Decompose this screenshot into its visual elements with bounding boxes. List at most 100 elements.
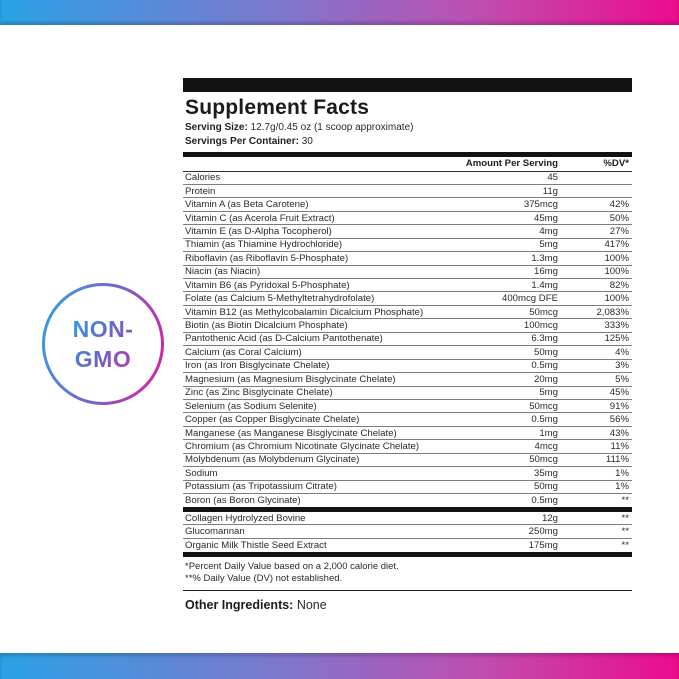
servings-value: 30	[301, 136, 313, 147]
nutrient-dv: 5%	[615, 373, 629, 385]
nutrient-dv: **	[621, 512, 629, 524]
table-row: Vitamin B12 (as Methylcobalamin Dicalciu…	[183, 306, 632, 320]
table-row: Vitamin E (as D-Alpha Tocopherol) 4mg 27…	[183, 225, 632, 239]
serving-size-value: 12.7g/0.45 oz (1 scoop approximate)	[250, 122, 414, 133]
nutrient-name: Sodium	[185, 467, 218, 479]
non-gmo-line2: GMO	[74, 346, 132, 372]
footnote-daily-value: *Percent Daily Value based on a 2,000 ca…	[185, 560, 399, 572]
non-gmo-badge-inner: NON- GMO	[45, 286, 161, 402]
header-amount-per-serving: Amount Per Serving	[465, 158, 558, 169]
nutrient-name: Vitamin A (as Beta Carotene)	[185, 199, 309, 211]
table-row: Iron (as Iron Bisglycinate Chelate) 0.5m…	[183, 360, 632, 374]
table-row: Riboflavin (as Riboflavin 5-Phosphate) 1…	[183, 252, 632, 266]
nutrient-dv: 125%	[604, 333, 629, 345]
nutrient-amount: 45	[547, 172, 558, 184]
nutrient-name: Biotin (as Biotin Dicalcium Phosphate)	[185, 320, 348, 332]
table-row: Potassium (as Tripotassium Citrate) 50mg…	[183, 481, 632, 494]
top-gradient-bar	[0, 0, 679, 25]
table-row: Collagen Hydrolyzed Bovine 12g **	[183, 512, 632, 526]
nutrient-dv: 4%	[615, 346, 629, 358]
nutrient-amount: 11g	[542, 185, 558, 197]
nutrient-amount: 250mg	[528, 526, 558, 538]
nutrient-dv: 100%	[604, 266, 629, 278]
table-row: Vitamin B6 (as Pyridoxal 5-Phosphate) 1.…	[183, 279, 632, 293]
nutrient-name: Calories	[185, 172, 221, 184]
table-header-row: Amount Per Serving %DV*	[183, 157, 632, 172]
nutrient-dv: 50%	[609, 212, 629, 224]
header-divider-bar	[183, 152, 632, 157]
nutrient-name: Molybdenum (as Molybdenum Glycinate)	[185, 454, 360, 466]
nutrient-name: Boron (as Boron Glycinate)	[185, 495, 301, 507]
nutrient-name: Organic Milk Thistle Seed Extract	[185, 540, 327, 552]
footer-divider-bar	[183, 552, 632, 557]
nutrient-dv: 42%	[609, 199, 629, 211]
header-dv: %DV*	[603, 158, 629, 169]
nutrient-amount: 16mg	[534, 266, 558, 278]
table-row: Chromium (as Chromium Nicotinate Glycina…	[183, 440, 632, 454]
table-row: Glucomannan 250mg **	[183, 525, 632, 539]
table-row: Vitamin C (as Acerola Fruit Extract) 45m…	[183, 212, 632, 226]
nutrient-dv: 45%	[609, 387, 629, 399]
nutrient-amount: 35mg	[534, 467, 558, 479]
nutrient-name: Vitamin E (as D-Alpha Tocopherol)	[185, 225, 332, 237]
servings-per-container-line: Servings Per Container: 30	[185, 135, 632, 148]
other-ingredients-rule	[183, 589, 632, 591]
nutrient-amount: 4mg	[539, 225, 558, 237]
nutrient-amount: 0.5mg	[531, 360, 558, 372]
nutrients-table: Calories 45 Protein 11g Vitamin A (as Be…	[183, 172, 632, 508]
table-row: Thiamin (as Thiamine Hydrochloride) 5mg …	[183, 239, 632, 253]
nutrient-amount: 5mg	[539, 387, 558, 399]
table-row: Manganese (as Manganese Bisglycinate Che…	[183, 427, 632, 441]
nutrient-name: Niacin (as Niacin)	[185, 266, 261, 278]
nutrient-name: Riboflavin (as Riboflavin 5-Phosphate)	[185, 252, 349, 264]
nutrient-name: Magnesium (as Magnesium Bisglycinate Che…	[185, 373, 396, 385]
nutrient-amount: 0.5mg	[531, 414, 558, 426]
table-row: Folate (as Calcium 5-Methyltetrahydrofol…	[183, 292, 632, 306]
nutrient-name: Thiamin (as Thiamine Hydrochloride)	[185, 239, 343, 251]
nutrient-amount: 1.4mg	[531, 279, 558, 291]
supplement-facts-panel: Supplement Facts Serving Size: 12.7g/0.4…	[183, 78, 632, 613]
nutrient-dv: 100%	[604, 252, 629, 264]
nutrient-amount: 12g	[541, 512, 558, 524]
nutrient-amount: 50mg	[534, 481, 558, 493]
nutrient-amount: 50mcg	[529, 400, 558, 412]
nutrient-name: Collagen Hydrolyzed Bovine	[185, 512, 306, 524]
non-gmo-badge: NON- GMO	[42, 283, 164, 405]
table-row: Calories 45	[183, 172, 632, 185]
nutrient-amount: 20mg	[534, 373, 558, 385]
nutrient-dv: 3%	[615, 360, 629, 372]
nutrient-name: Folate (as Calcium 5-Methyltetrahydrofol…	[185, 293, 375, 305]
nutrient-name: Selenium (as Sodium Selenite)	[185, 400, 317, 412]
nutrient-name: Chromium (as Chromium Nicotinate Glycina…	[185, 440, 420, 452]
non-gmo-line1: NON-	[72, 316, 134, 342]
footnotes: *Percent Daily Value based on a 2,000 ca…	[185, 561, 632, 586]
nutrient-amount: 1mg	[539, 427, 558, 439]
nutrient-amount: 1.3mg	[531, 252, 558, 264]
nutrient-dv: **	[621, 526, 629, 538]
table-row: Organic Milk Thistle Seed Extract 175mg …	[183, 539, 632, 552]
table-row: Boron (as Boron Glycinate) 0.5mg **	[183, 494, 632, 507]
nutrient-name: Glucomannan	[185, 526, 245, 538]
nutrient-dv: 43%	[609, 427, 629, 439]
servings-label: Servings Per Container:	[185, 136, 299, 147]
nutrient-name: Protein	[185, 185, 216, 197]
table-row: Calcium (as Coral Calcium) 50mg 4%	[183, 346, 632, 360]
table-row: Protein 11g	[183, 185, 632, 199]
nutrient-dv: 56%	[609, 414, 629, 426]
nutrient-dv: **	[621, 495, 629, 507]
nutrient-amount: 0.5mg	[531, 495, 558, 507]
table-row: Niacin (as Niacin) 16mg 100%	[183, 266, 632, 279]
table-row: Magnesium (as Magnesium Bisglycinate Che…	[183, 373, 632, 387]
nutrient-dv: 100%	[604, 293, 629, 305]
nutrient-amount: 6.3mg	[531, 333, 558, 345]
nutrient-dv: 11%	[610, 440, 630, 452]
table-row: Molybdenum (as Molybdenum Glycinate) 50m…	[183, 454, 632, 468]
nutrient-name: Calcium (as Coral Calcium)	[185, 346, 302, 358]
nutrient-amount: 100mcg	[523, 320, 558, 332]
table-row: Copper (as Copper Bisglycinate Chelate) …	[183, 413, 632, 427]
nutrient-dv: 91%	[609, 400, 629, 412]
nutrient-amount: 400mcg DFE	[502, 293, 558, 305]
other-ingredients-label: Other Ingredients:	[185, 597, 294, 612]
nutrient-amount: 45mg	[534, 212, 558, 224]
